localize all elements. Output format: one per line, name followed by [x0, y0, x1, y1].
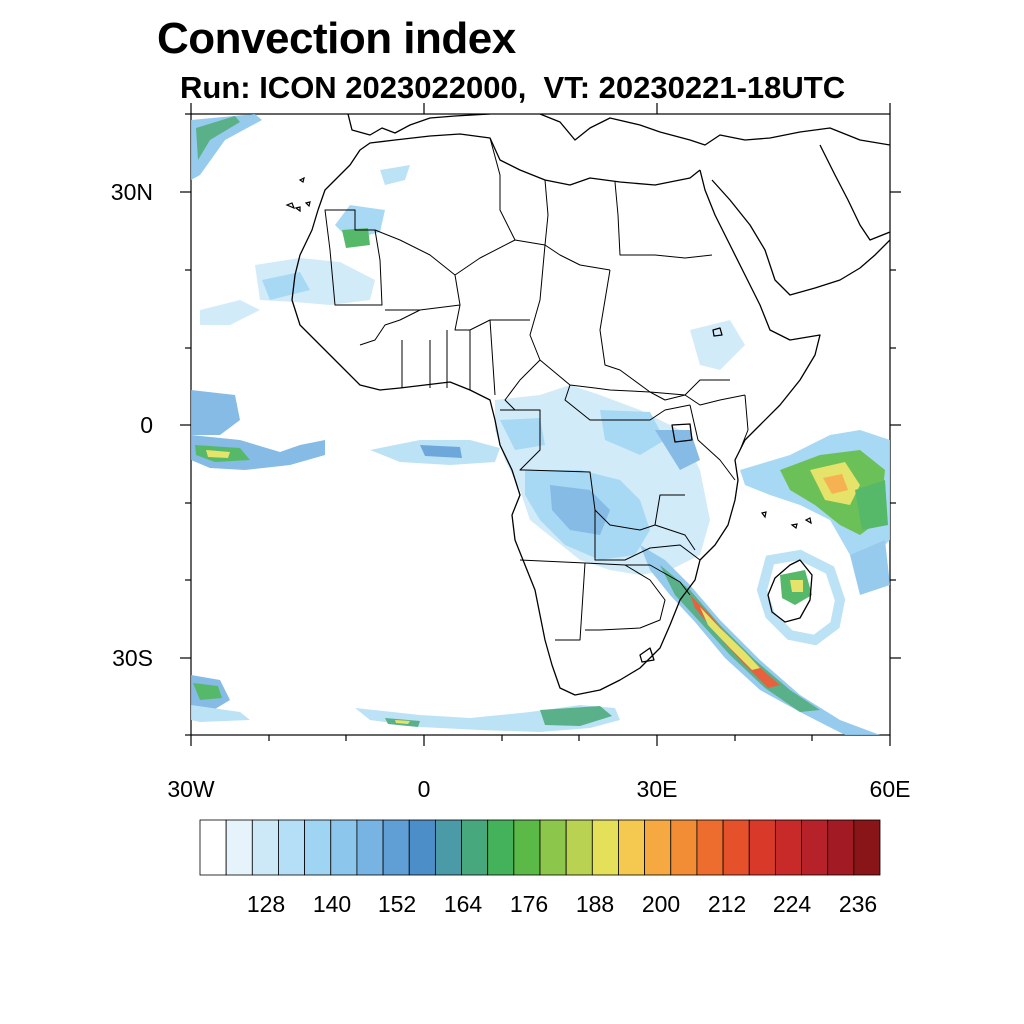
map-subtitle: Run: ICON 2023022000, VT: 20230221-18UTC	[180, 70, 846, 105]
colorbar-box	[618, 819, 646, 876]
colorbar-box	[539, 819, 567, 876]
lat-label-30s: 30S	[112, 645, 153, 671]
colorbar-box	[696, 819, 724, 876]
colorbar-box	[408, 819, 436, 876]
lon-label-30w: 30W	[167, 776, 215, 802]
colorbar-box	[748, 819, 776, 876]
lon-label-0: 0	[418, 776, 431, 802]
colorbar-box	[199, 819, 227, 876]
colorbar-label: 188	[576, 891, 614, 917]
colorbar-box	[356, 819, 384, 876]
colorbar-label: 224	[773, 891, 812, 917]
colorbar-box	[434, 819, 462, 876]
colorbar-box	[565, 819, 593, 876]
colorbar-box	[591, 819, 619, 876]
colorbar-box	[304, 819, 332, 876]
axis-ticks	[180, 103, 901, 746]
colorbar-box	[774, 819, 802, 876]
lat-label-30n: 30N	[111, 179, 153, 205]
colorbar-box	[722, 819, 750, 876]
colorbar-box	[461, 819, 489, 876]
colorbar-box	[644, 819, 672, 876]
islands	[285, 176, 812, 530]
colorbar-box	[382, 819, 410, 876]
colorbar-label: 200	[642, 891, 680, 917]
lat-label-0: 0	[140, 412, 153, 438]
colorbar-box	[251, 819, 279, 876]
colorbar-box	[487, 819, 515, 876]
colorbar-box	[330, 819, 358, 876]
colorbar-box	[225, 819, 253, 876]
colorbar-box	[670, 819, 698, 876]
colorbar-labels: 128 140 152 164 176 188 200 212 224 236	[247, 891, 877, 917]
colorbar-label: 212	[708, 891, 746, 917]
colorbar-label: 236	[839, 891, 877, 917]
convection-field	[191, 114, 890, 735]
colorbar-label: 152	[378, 891, 416, 917]
colorbar	[199, 819, 881, 876]
colorbar-box	[513, 819, 541, 876]
colorbar-box	[827, 819, 855, 876]
lon-label-60e: 60E	[870, 776, 911, 802]
colorbar-box	[801, 819, 829, 876]
colorbar-label: 176	[510, 891, 548, 917]
colorbar-label: 128	[247, 891, 285, 917]
lon-label-30e: 30E	[637, 776, 678, 802]
country-borders	[324, 137, 749, 641]
colorbar-label: 140	[313, 891, 351, 917]
map-title: Convection index	[157, 14, 516, 63]
colorbar-label: 164	[444, 891, 483, 917]
colorbar-box	[278, 819, 306, 876]
colorbar-box	[853, 819, 881, 876]
